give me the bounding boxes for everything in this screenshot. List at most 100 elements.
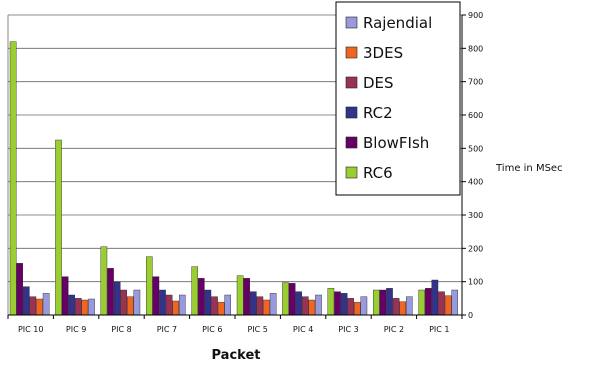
- bar-rajendial-pic-1: [451, 289, 459, 316]
- bar-des-pic-7: [165, 294, 173, 316]
- bar-rajendial-pic-7: [178, 294, 186, 316]
- bar-des-pic-10: [29, 296, 37, 316]
- bars: [9, 41, 459, 316]
- bar-blowfish-pic-4: [288, 283, 296, 316]
- bar-blowfish-pic-5: [243, 278, 251, 316]
- bar-rajendial-pic-3: [360, 296, 368, 316]
- bar-rc2-pic-6: [204, 289, 212, 316]
- x-axis-label: Packet: [212, 348, 261, 363]
- bar-des-pic-2: [392, 298, 400, 316]
- bar-3des-pic-3: [354, 302, 361, 316]
- legend-swatch-blowfish: [345, 136, 358, 149]
- bar-blowfish-pic-7: [152, 276, 160, 316]
- bar-rajendial-pic-2: [406, 296, 413, 316]
- x-tick-labels: PIC 10 PIC 9 PIC 8 PIC 7 PIC 6 PIC 5 PIC 4 PIC …: [7, 315, 463, 334]
- bar-rc6-pic-2: [373, 289, 380, 316]
- bar-blowfish-pic-3: [334, 291, 341, 316]
- bar-rc2-pic-4: [295, 291, 303, 316]
- bar-rc6-pic-9: [55, 139, 62, 316]
- bar-des-pic-3: [347, 298, 355, 316]
- bar-rc2-pic-3: [340, 293, 348, 316]
- bar-rc6-pic-4: [282, 282, 289, 316]
- bar-3des-pic-4: [308, 299, 316, 316]
- bar-3des-pic-5: [263, 299, 270, 316]
- y-tick-label: 0: [468, 311, 473, 320]
- x-tick-label: PIC 9: [66, 325, 86, 334]
- bar-3des-pic-8: [126, 296, 134, 316]
- bar-rc6-pic-10: [9, 41, 17, 316]
- bar-rc6-pic-8: [100, 246, 108, 316]
- y-tick-label: 100: [468, 278, 483, 287]
- bar-3des-pic-2: [399, 301, 407, 316]
- y-tick-label: 700: [468, 78, 483, 87]
- legend-box: [335, 1, 461, 196]
- legend-label-blowfish: BlowFIsh: [363, 134, 429, 152]
- bar-rajendial-pic-5: [269, 293, 277, 316]
- x-tick-label: PIC 10: [18, 325, 44, 334]
- y-axis-label: Time in MSec: [495, 163, 563, 174]
- y-tick-label: 600: [468, 111, 483, 120]
- y-tick-label: 900: [468, 11, 483, 20]
- legend-swatch-des: [345, 76, 358, 89]
- bar-rajendial-pic-6: [224, 294, 232, 316]
- x-tick-label: PIC 2: [384, 325, 404, 334]
- bar-rc6-pic-6: [191, 266, 199, 316]
- legend-label-rajendial: Rajendial: [363, 14, 432, 32]
- bar-blowfish-pic-1: [425, 288, 432, 316]
- bar-rc2-pic-7: [159, 289, 166, 316]
- bar-blowfish-pic-6: [197, 278, 205, 316]
- bar-3des-pic-1: [444, 295, 452, 316]
- bar-des-pic-1: [438, 291, 445, 316]
- legend-swatch-rajendial: [345, 16, 358, 29]
- bar-rajendial-pic-4: [315, 294, 322, 316]
- legend-swatch-rc2: [345, 106, 358, 119]
- bar-blowfish-pic-10: [16, 263, 24, 316]
- bar-rc2-pic-9: [68, 294, 75, 316]
- gridlines: [8, 14, 462, 283]
- x-tick-label: PIC 1: [429, 325, 449, 334]
- y-tick-label: 300: [468, 211, 483, 220]
- bar-rc6-pic-1: [418, 289, 426, 316]
- bar-rc2-pic-10: [23, 286, 30, 316]
- y-tick-label: 200: [468, 244, 483, 253]
- bar-des-pic-4: [302, 296, 309, 316]
- x-tick-label: PIC 6: [202, 325, 222, 334]
- legend-label-rc6: RC6: [363, 164, 393, 182]
- legend-label-rc2: RC2: [363, 104, 393, 122]
- bar-3des-pic-6: [217, 302, 225, 316]
- x-tick-label: PIC 4: [293, 325, 313, 334]
- bar-rc2-pic-8: [113, 281, 121, 316]
- bar-blowfish-pic-9: [61, 276, 69, 316]
- bar-3des-pic-10: [36, 298, 43, 316]
- x-tick-label: PIC 5: [247, 325, 267, 334]
- legend-swatch-rc6: [345, 166, 358, 179]
- legend-label-3des: 3DES: [363, 44, 403, 62]
- bar-rc6-pic-3: [327, 288, 335, 316]
- bar-des-pic-5: [256, 296, 264, 316]
- legend-swatch-3des: [345, 46, 358, 59]
- bar-des-pic-6: [211, 296, 218, 316]
- bar-rajendial-pic-10: [42, 293, 50, 316]
- y-tick-labels: 0 100 200 300 400 500 600 700 800 900: [462, 11, 483, 320]
- bar-rajendial-pic-8: [133, 289, 141, 316]
- y-tick-label: 400: [468, 178, 483, 187]
- x-tick-label: PIC 8: [111, 325, 131, 334]
- legend: Rajendial 3DES DES RC2 BlowFIsh RC6: [335, 1, 461, 196]
- bar-rajendial-pic-9: [88, 298, 95, 316]
- bar-rc2-pic-5: [249, 291, 257, 316]
- x-tick-label: PIC 7: [157, 325, 177, 334]
- bar-rc2-pic-2: [386, 288, 393, 316]
- bar-blowfish-pic-2: [379, 289, 387, 316]
- y-tick-label: 800: [468, 44, 483, 53]
- bar-rc6-pic-7: [145, 256, 153, 316]
- x-tick-label: PIC 3: [338, 325, 358, 334]
- bar-rc2-pic-1: [431, 279, 439, 316]
- bar-3des-pic-7: [172, 300, 180, 316]
- bar-des-pic-8: [120, 289, 127, 316]
- bar-blowfish-pic-8: [107, 268, 114, 316]
- y-tick-label: 500: [468, 144, 483, 153]
- bar-des-pic-9: [74, 298, 82, 316]
- bar-rc6-pic-5: [236, 275, 244, 316]
- bar-3des-pic-9: [81, 299, 89, 316]
- legend-label-des: DES: [363, 74, 394, 92]
